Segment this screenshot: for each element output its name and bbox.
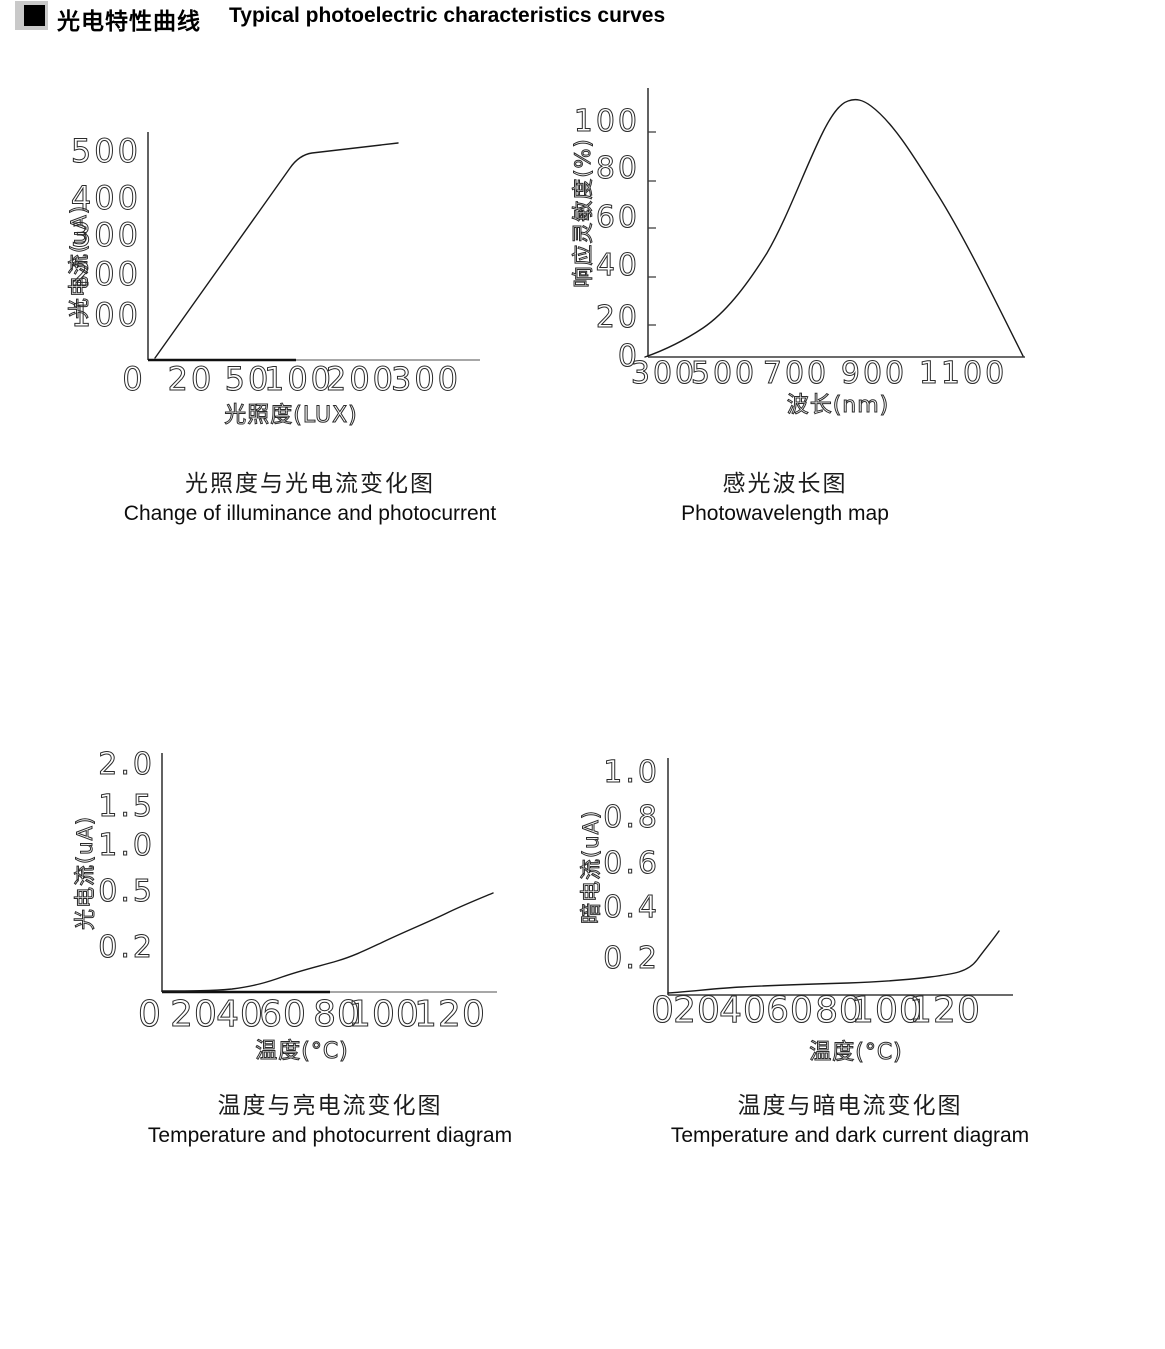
darkcurrent-curve <box>667 930 1000 994</box>
x-tick-label: 300 <box>631 356 697 391</box>
x-tick-label: 50 <box>225 360 272 398</box>
x-tick-label: 0 <box>138 994 162 1035</box>
y-tick-label: 1.5 <box>98 789 155 824</box>
caption-illuminance-photocurrent: 光照度与光电流变化图 Change of illuminance and pho… <box>60 470 560 530</box>
y-axis-label: 暗电流(uA) <box>579 810 603 924</box>
x-tick-label: 20 <box>673 990 721 1031</box>
x-tick-label: 100 <box>264 360 334 398</box>
x-tick-label: 700 <box>763 356 829 391</box>
y-tick-label: 0.4 <box>603 890 660 925</box>
caption-zh: 光照度与光电流变化图 <box>185 471 435 496</box>
x-tick-label: 120 <box>909 990 981 1031</box>
x-axis-label: 光照度(LUX) <box>224 403 358 428</box>
y-tick-label: 40 <box>596 248 640 283</box>
y-tick-label: 200 <box>71 255 141 293</box>
y-tick-label: 60 <box>596 200 640 235</box>
x-tick-label: 300 <box>391 360 461 398</box>
chart-spectral-response: 100 80 60 40 20 0 300 500 700 900 1100 波… <box>571 88 1025 419</box>
y-tick-label: 100 <box>574 104 640 139</box>
chart-temperature-photocurrent: 2.0 1.5 1.0 0.5 0.2 0 20 40 60 80 100 12… <box>73 747 497 1065</box>
caption-zh: 感光波长图 <box>722 471 848 496</box>
section-bullet-icon <box>24 5 45 26</box>
x-tick-label: 40 <box>719 990 767 1031</box>
x-tick-label: 80 <box>313 994 361 1035</box>
caption-temperature-photocurrent: 温度与亮电流变化图 Temperature and photocurrent d… <box>75 1092 585 1152</box>
x-tick-label: 120 <box>414 994 486 1035</box>
x-tick-label: 200 <box>326 360 396 398</box>
caption-en: Temperature and photocurrent diagram <box>147 1124 513 1147</box>
x-tick-label: 20 <box>168 360 215 398</box>
x-tick-label: 40 <box>216 994 264 1035</box>
page-title-en: Typical photoelectric characteristics cu… <box>229 4 666 27</box>
y-tick-label: 80 <box>596 151 640 186</box>
caption-zh: 温度与亮电流变化图 <box>217 1093 443 1118</box>
photocurrent-temp-curve <box>161 892 494 992</box>
y-tick-label: 0.5 <box>98 874 155 909</box>
y-tick-label: 0 <box>618 339 640 374</box>
caption-zh: 温度与暗电流变化图 <box>737 1093 963 1118</box>
x-tick-label: 80 <box>815 990 863 1031</box>
x-axis-label: 温度(°C) <box>255 1039 349 1064</box>
y-tick-label: 2.0 <box>98 747 155 782</box>
y-axis-label: 响应灵敏度(%) <box>571 138 595 287</box>
y-tick-label: 20 <box>596 300 640 335</box>
sensitivity-curve <box>644 98 1024 358</box>
y-axis-label: 光电流(uA) <box>67 205 91 319</box>
photocurrent-curve <box>154 142 399 359</box>
x-axis-label: 波长(nm) <box>787 393 890 418</box>
x-tick-label: 0 <box>122 360 145 398</box>
y-tick-label: 400 <box>71 179 141 217</box>
caption-en: Temperature and dark current diagram <box>670 1124 1030 1147</box>
chart-illuminance-photocurrent: 500 400 300 200 100 0 20 50 100 200 300 … <box>67 132 480 429</box>
page-title-zh: 光电特性曲线 <box>57 8 201 34</box>
x-tick-label: 60 <box>259 994 307 1035</box>
x-tick-label: 60 <box>766 990 814 1031</box>
y-tick-label: 1.0 <box>603 755 660 790</box>
x-tick-label: 900 <box>841 356 907 391</box>
y-axis-ticks <box>648 131 656 326</box>
x-tick-label: 1100 <box>919 356 1007 391</box>
y-tick-label: 300 <box>71 216 141 254</box>
caption-en: Change of illuminance and photocurrent <box>123 502 497 525</box>
y-tick-label: 0.8 <box>603 800 660 835</box>
y-tick-label: 1.0 <box>98 828 155 863</box>
y-tick-label: 0.2 <box>98 930 155 965</box>
y-tick-label: 0.6 <box>603 846 660 881</box>
y-tick-label: 0.2 <box>603 941 660 976</box>
chart-temperature-darkcurrent: 1.0 0.8 0.6 0.4 0.2 0 20 40 60 80 100 12… <box>579 755 1013 1066</box>
x-tick-label: 100 <box>348 994 420 1035</box>
x-tick-label: 500 <box>691 356 757 391</box>
x-tick-label: 0 <box>651 990 675 1031</box>
caption-en: Photowavelength map <box>681 502 889 525</box>
caption-spectral-response: 感光波长图 Photowavelength map <box>595 470 975 530</box>
x-axis-label: 温度(°C) <box>809 1040 903 1065</box>
y-tick-label: 100 <box>71 296 141 334</box>
caption-temperature-darkcurrent: 温度与暗电流变化图 Temperature and dark current d… <box>605 1092 1095 1152</box>
x-tick-label: 20 <box>170 994 218 1035</box>
section-bullet-chip <box>15 1 48 30</box>
x-tick-label: 100 <box>851 990 923 1031</box>
y-axis-label: 光电流(uA) <box>73 816 97 930</box>
y-tick-label: 500 <box>71 132 141 170</box>
